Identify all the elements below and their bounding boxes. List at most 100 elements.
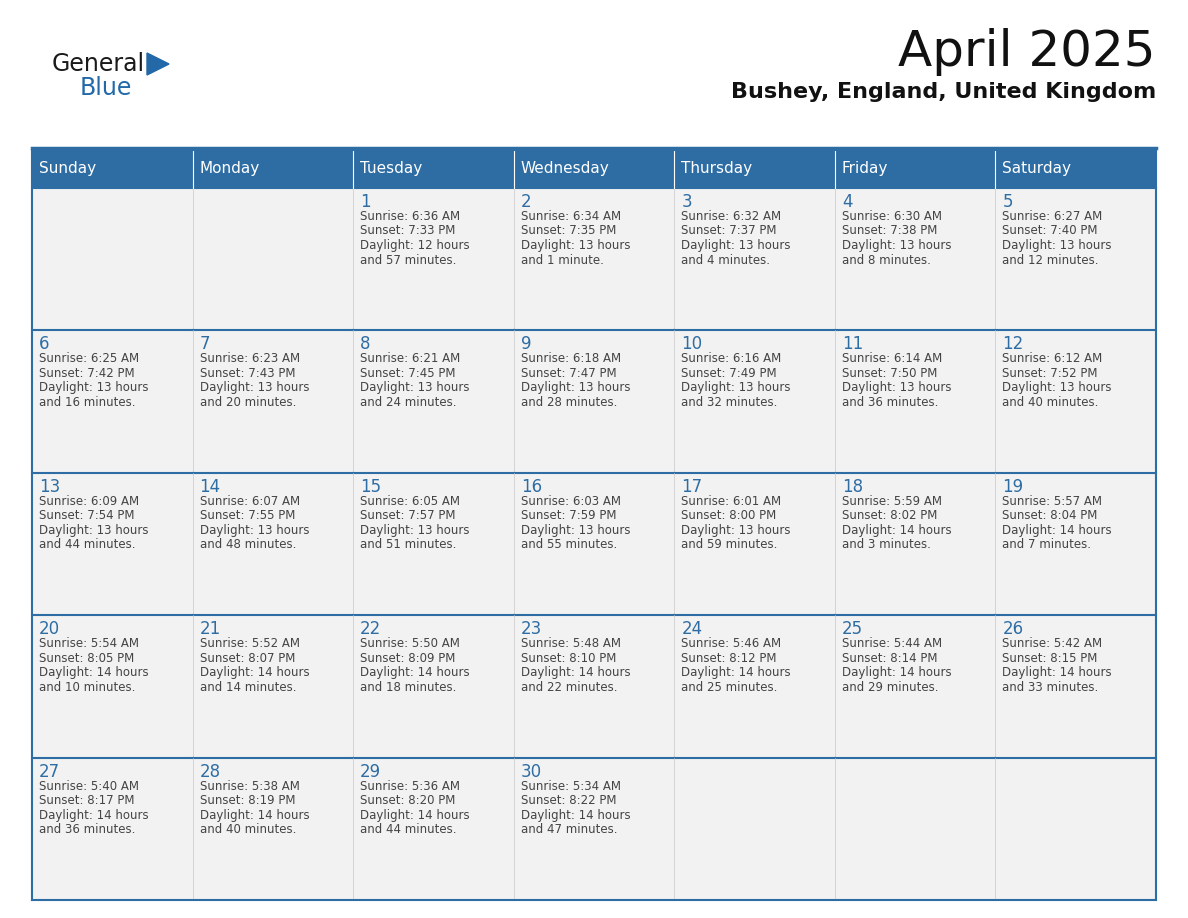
Text: General: General	[52, 52, 145, 76]
Text: 26: 26	[1003, 621, 1024, 638]
Text: 23: 23	[520, 621, 542, 638]
Text: Daylight: 14 hours: Daylight: 14 hours	[520, 809, 631, 822]
Text: and 40 minutes.: and 40 minutes.	[200, 823, 296, 836]
Bar	[835, 330, 996, 473]
Bar	[32, 473, 192, 615]
Text: Sunset: 8:00 PM: Sunset: 8:00 PM	[681, 509, 777, 522]
Text: Sunrise: 6:23 AM: Sunrise: 6:23 AM	[200, 353, 299, 365]
Text: Sunset: 8:19 PM: Sunset: 8:19 PM	[200, 794, 295, 807]
Text: Sunrise: 5:50 AM: Sunrise: 5:50 AM	[360, 637, 460, 650]
Text: Daylight: 13 hours: Daylight: 13 hours	[681, 239, 791, 252]
Text: Sunset: 7:50 PM: Sunset: 7:50 PM	[842, 367, 937, 380]
Text: 15: 15	[360, 477, 381, 496]
Bar	[513, 330, 675, 473]
Text: Daylight: 14 hours: Daylight: 14 hours	[200, 809, 309, 822]
Text: Daylight: 13 hours: Daylight: 13 hours	[360, 524, 469, 537]
Text: and 57 minutes.: and 57 minutes.	[360, 253, 456, 266]
Bar	[192, 188, 353, 330]
Bar	[675, 150, 835, 188]
Text: Daylight: 13 hours: Daylight: 13 hours	[39, 381, 148, 395]
Text: Daylight: 13 hours: Daylight: 13 hours	[520, 239, 630, 252]
Text: Sunset: 8:05 PM: Sunset: 8:05 PM	[39, 652, 134, 665]
Text: Sunset: 8:04 PM: Sunset: 8:04 PM	[1003, 509, 1098, 522]
Text: Daylight: 14 hours: Daylight: 14 hours	[39, 809, 148, 822]
Text: Sunset: 7:54 PM: Sunset: 7:54 PM	[39, 509, 134, 522]
Text: 5: 5	[1003, 193, 1013, 211]
Bar	[32, 330, 192, 473]
Bar	[835, 615, 996, 757]
Bar	[996, 188, 1156, 330]
Text: Sunrise: 6:09 AM: Sunrise: 6:09 AM	[39, 495, 139, 508]
Text: Daylight: 13 hours: Daylight: 13 hours	[1003, 381, 1112, 395]
Text: 18: 18	[842, 477, 862, 496]
Text: Wednesday: Wednesday	[520, 162, 609, 176]
Text: 8: 8	[360, 335, 371, 353]
Bar	[513, 150, 675, 188]
Text: Sunrise: 5:42 AM: Sunrise: 5:42 AM	[1003, 637, 1102, 650]
Text: and 25 minutes.: and 25 minutes.	[681, 681, 778, 694]
Bar	[996, 615, 1156, 757]
Text: Daylight: 13 hours: Daylight: 13 hours	[360, 381, 469, 395]
Text: 7: 7	[200, 335, 210, 353]
Text: 1: 1	[360, 193, 371, 211]
Text: Daylight: 14 hours: Daylight: 14 hours	[360, 809, 469, 822]
Text: and 3 minutes.: and 3 minutes.	[842, 538, 930, 552]
Bar	[32, 615, 192, 757]
Text: Sunset: 7:55 PM: Sunset: 7:55 PM	[200, 509, 295, 522]
Bar	[675, 757, 835, 900]
Text: and 51 minutes.: and 51 minutes.	[360, 538, 456, 552]
Bar	[513, 757, 675, 900]
Bar	[32, 188, 192, 330]
Text: Daylight: 14 hours: Daylight: 14 hours	[681, 666, 791, 679]
Text: Sunrise: 5:46 AM: Sunrise: 5:46 AM	[681, 637, 782, 650]
Text: 4: 4	[842, 193, 852, 211]
Text: Sunset: 7:33 PM: Sunset: 7:33 PM	[360, 225, 455, 238]
Bar	[996, 473, 1156, 615]
Text: Daylight: 13 hours: Daylight: 13 hours	[842, 239, 952, 252]
Text: Sunset: 7:45 PM: Sunset: 7:45 PM	[360, 367, 456, 380]
Text: Monday: Monday	[200, 162, 260, 176]
Bar	[675, 330, 835, 473]
Text: Daylight: 14 hours: Daylight: 14 hours	[39, 666, 148, 679]
Text: Daylight: 13 hours: Daylight: 13 hours	[200, 524, 309, 537]
Text: Daylight: 13 hours: Daylight: 13 hours	[200, 381, 309, 395]
Bar	[675, 615, 835, 757]
Text: Sunrise: 6:14 AM: Sunrise: 6:14 AM	[842, 353, 942, 365]
Text: Sunrise: 5:54 AM: Sunrise: 5:54 AM	[39, 637, 139, 650]
Text: Sunrise: 5:36 AM: Sunrise: 5:36 AM	[360, 779, 460, 792]
Bar	[192, 615, 353, 757]
Text: 9: 9	[520, 335, 531, 353]
Text: Sunrise: 6:07 AM: Sunrise: 6:07 AM	[200, 495, 299, 508]
Text: 12: 12	[1003, 335, 1024, 353]
Text: and 14 minutes.: and 14 minutes.	[200, 681, 296, 694]
Text: Sunset: 7:49 PM: Sunset: 7:49 PM	[681, 367, 777, 380]
Text: Sunrise: 5:48 AM: Sunrise: 5:48 AM	[520, 637, 620, 650]
Text: Daylight: 12 hours: Daylight: 12 hours	[360, 239, 469, 252]
Text: Sunrise: 6:16 AM: Sunrise: 6:16 AM	[681, 353, 782, 365]
Text: and 18 minutes.: and 18 minutes.	[360, 681, 456, 694]
Text: Daylight: 14 hours: Daylight: 14 hours	[200, 666, 309, 679]
Text: Sunrise: 6:30 AM: Sunrise: 6:30 AM	[842, 210, 942, 223]
Text: 13: 13	[39, 477, 61, 496]
Text: Sunset: 7:52 PM: Sunset: 7:52 PM	[1003, 367, 1098, 380]
Text: 10: 10	[681, 335, 702, 353]
Text: Sunset: 8:02 PM: Sunset: 8:02 PM	[842, 509, 937, 522]
Text: Sunrise: 6:03 AM: Sunrise: 6:03 AM	[520, 495, 620, 508]
Text: and 8 minutes.: and 8 minutes.	[842, 253, 930, 266]
Text: Sunset: 7:59 PM: Sunset: 7:59 PM	[520, 509, 617, 522]
Text: 28: 28	[200, 763, 221, 780]
Text: Sunday: Sunday	[39, 162, 96, 176]
Text: Daylight: 13 hours: Daylight: 13 hours	[1003, 239, 1112, 252]
Bar	[353, 615, 513, 757]
Text: and 29 minutes.: and 29 minutes.	[842, 681, 939, 694]
Text: Tuesday: Tuesday	[360, 162, 423, 176]
Text: Sunrise: 5:34 AM: Sunrise: 5:34 AM	[520, 779, 620, 792]
Text: 22: 22	[360, 621, 381, 638]
Text: 24: 24	[681, 621, 702, 638]
Text: Daylight: 14 hours: Daylight: 14 hours	[1003, 666, 1112, 679]
Text: Sunrise: 5:44 AM: Sunrise: 5:44 AM	[842, 637, 942, 650]
Text: Daylight: 13 hours: Daylight: 13 hours	[681, 381, 791, 395]
Text: Sunrise: 6:36 AM: Sunrise: 6:36 AM	[360, 210, 460, 223]
Bar	[192, 330, 353, 473]
Text: Daylight: 14 hours: Daylight: 14 hours	[1003, 524, 1112, 537]
